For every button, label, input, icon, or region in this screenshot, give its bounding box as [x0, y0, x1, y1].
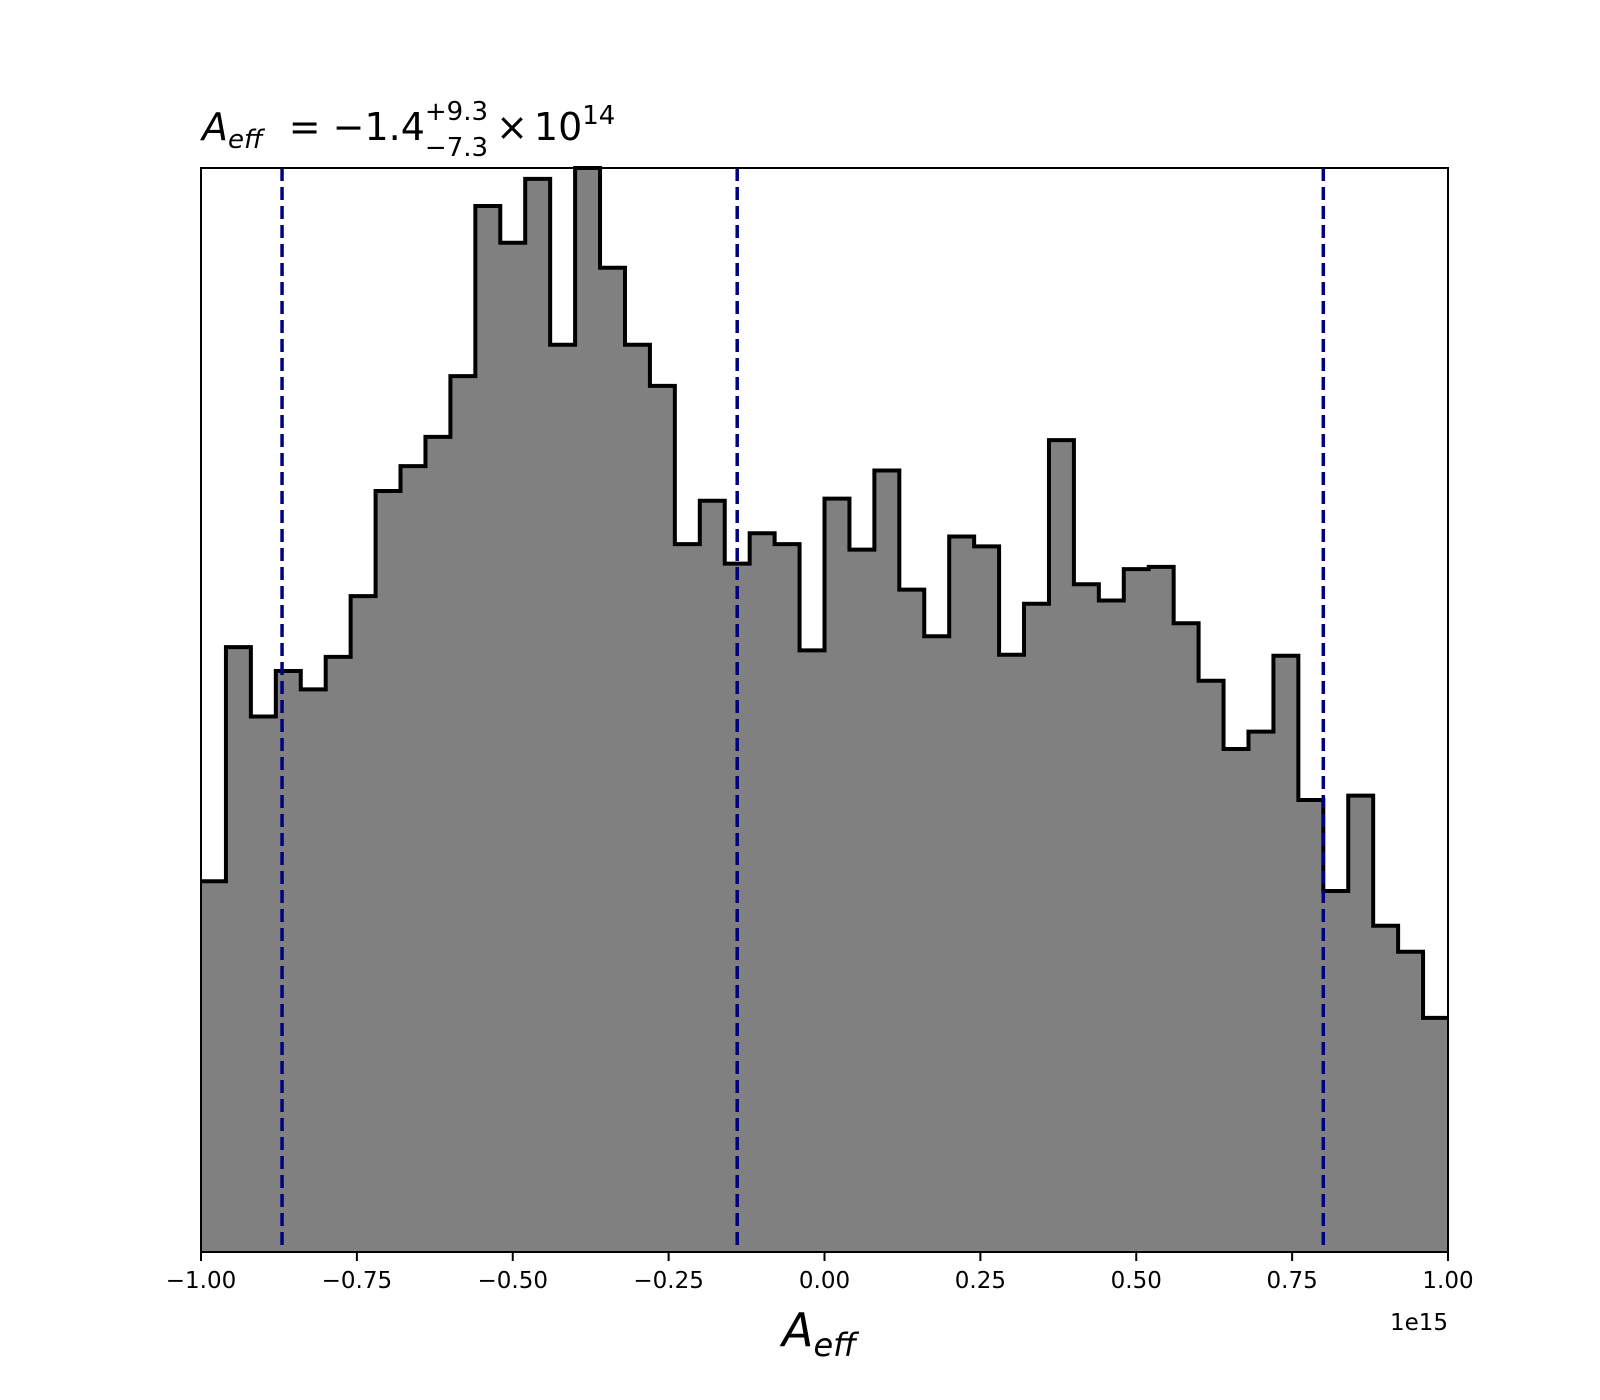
x-tick-label-7: 0.50 — [1111, 1268, 1162, 1294]
x-axis-offset-label: 1e15 — [1390, 1310, 1448, 1336]
xlabel-variable-sub: eff — [813, 1326, 860, 1364]
histogram-outline — [201, 166, 1448, 1020]
x-axis-label: Aeff — [779, 1303, 860, 1364]
title-variable: A — [199, 105, 228, 149]
title-lower-error: −7.3 — [425, 133, 488, 163]
xlabel-variable: A — [779, 1303, 813, 1357]
chart-title: Aeff = −1.4+9.3 −7.3 × 1014 — [199, 97, 615, 163]
quantile-lines — [280, 168, 1326, 1252]
title-equals: = — [289, 105, 321, 149]
x-tick-label-9: 1.00 — [1422, 1268, 1473, 1294]
x-tick-label-3: −0.50 — [478, 1268, 548, 1294]
plot-area: −1.00 −0.75 −0.50 −0.25 0.00 0.25 0.50 0.75 1.00 — [166, 166, 1474, 1294]
title-base: 10 — [534, 105, 582, 149]
title-variable-sub: eff — [228, 125, 266, 155]
x-tick-label-8: 0.75 — [1267, 1268, 1318, 1294]
title-exponent: 14 — [582, 101, 615, 131]
title-times: × — [496, 105, 528, 149]
x-ticks: −1.00 −0.75 −0.50 −0.25 0.00 0.25 0.50 0.75 1.00 — [166, 1252, 1474, 1294]
title-upper-error: +9.3 — [425, 97, 488, 127]
histogram-fill — [201, 168, 1448, 1252]
x-tick-label-4: −0.25 — [633, 1268, 703, 1294]
x-tick-label-5: 0.00 — [799, 1268, 850, 1294]
title-median: −1.4 — [333, 105, 425, 149]
x-tick-label-2: −0.75 — [322, 1268, 392, 1294]
x-tick-label-1: −1.00 — [166, 1268, 236, 1294]
x-tick-label-6: 0.25 — [955, 1268, 1006, 1294]
